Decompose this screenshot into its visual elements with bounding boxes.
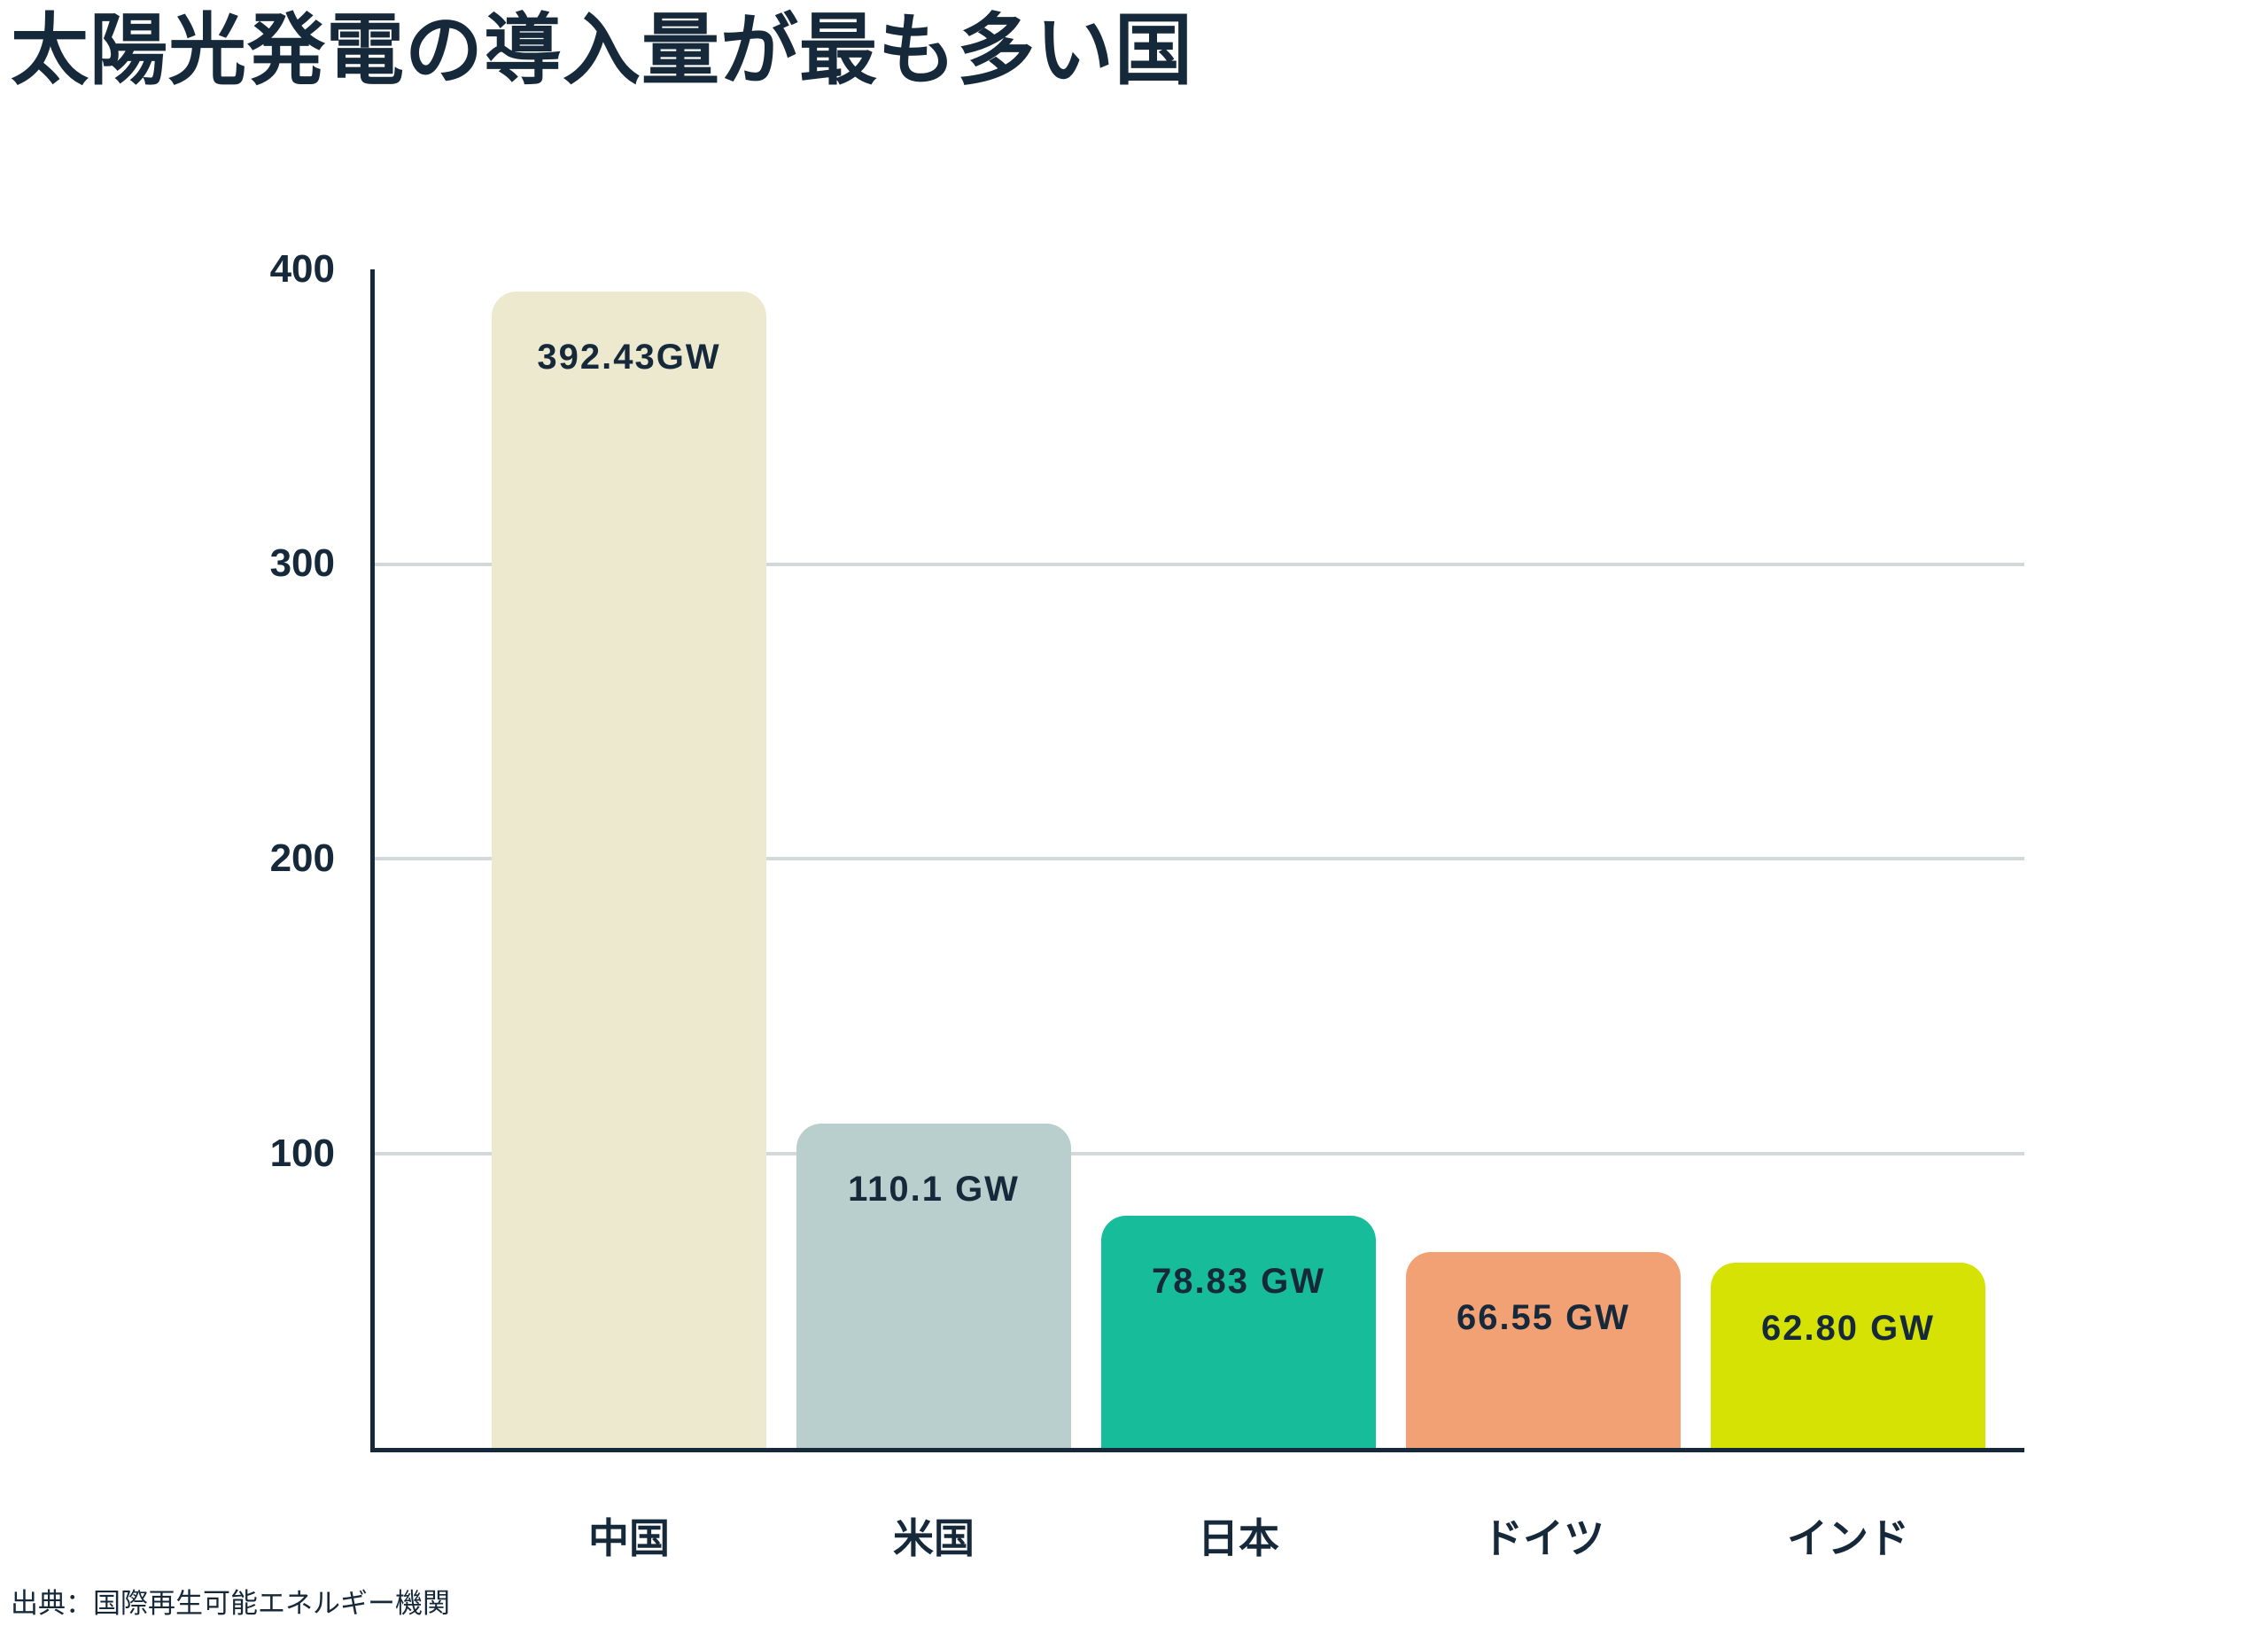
- source-note: 出典：国際再生可能エネルギー機関: [11, 1588, 450, 1619]
- y-axis-tick-300: 300: [269, 541, 335, 585]
- bar-value-label-japan: 78.83 GW: [1151, 1261, 1326, 1301]
- gridline-300: [375, 562, 2024, 566]
- x-axis-label-japan: 日本: [1198, 1515, 1279, 1561]
- bar-germany: 66.55 GW: [1406, 1251, 1681, 1448]
- gridline-100: [375, 1151, 2024, 1155]
- bar-value-label-usa: 110.1 GW: [848, 1169, 1020, 1209]
- bar-india: 62.80 GW: [1711, 1263, 1985, 1448]
- x-axis-label-usa: 米国: [893, 1515, 975, 1561]
- bar-japan: 78.83 GW: [1101, 1215, 1376, 1448]
- x-axis-label-india: インド: [1787, 1515, 1909, 1561]
- bar-usa: 110.1 GW: [796, 1123, 1071, 1448]
- bar-value-label-india: 62.80 GW: [1760, 1309, 1936, 1349]
- bar-value-label-china: 392.43GW: [537, 338, 721, 377]
- y-axis-tick-100: 100: [269, 1132, 335, 1175]
- x-axis-label-china: 中国: [588, 1515, 670, 1561]
- plot-area: 392.43GW 110.1 GW 78.83 GW 66.55 GW 62.8…: [370, 269, 2024, 1452]
- bar-china: 392.43GW: [492, 292, 766, 1448]
- bar-value-label-germany: 66.55 GW: [1456, 1297, 1631, 1337]
- y-axis-tick-200: 200: [269, 836, 335, 880]
- chart-title: 太陽光発電の導入量が最も多い国: [11, 6, 1194, 94]
- gridline-200: [375, 857, 2024, 860]
- y-axis-tick-400: 400: [269, 247, 335, 291]
- x-axis-label-germany: ドイツ: [1482, 1515, 1604, 1561]
